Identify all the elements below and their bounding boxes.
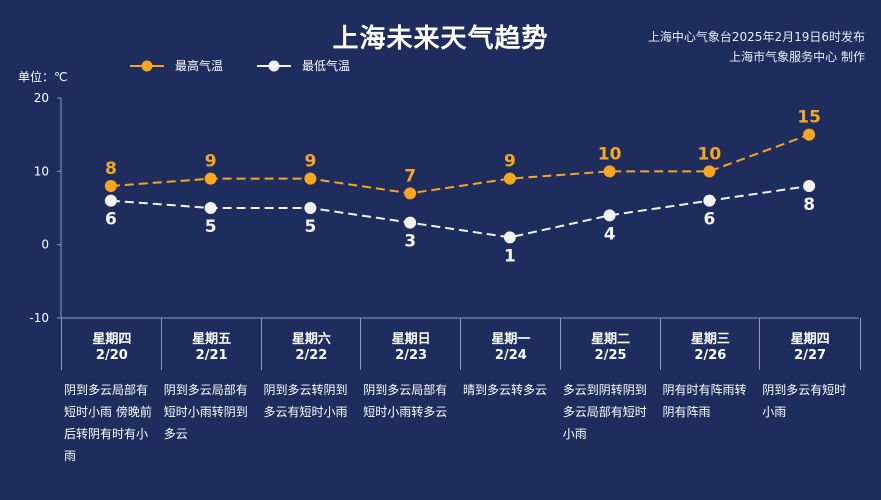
day-header-cell: 星期日 2/23	[360, 318, 461, 370]
weekday-label: 星期五	[192, 332, 232, 347]
weekday-label: 星期六	[291, 332, 331, 347]
data-label-1: 1	[504, 246, 516, 266]
data-point-0	[404, 187, 417, 200]
day-header-cell: 星期二 2/25	[559, 318, 661, 370]
data-label-0: 15	[797, 108, 821, 128]
y-tick-label: 20	[34, 91, 49, 105]
weekday-label: 星期二	[591, 332, 631, 347]
data-point-1	[803, 180, 816, 192]
data-point-1	[104, 194, 117, 207]
data-point-1	[204, 202, 217, 214]
legend-label-1: 最低气温	[302, 58, 350, 73]
weather-description: 阴到多云局部有短时小雨转多云	[363, 383, 448, 419]
date-label: 2/20	[95, 348, 128, 363]
weather-description: 晴到多云转多云	[463, 383, 548, 397]
weather-description: 阴到多云转阴到多云有短时小雨	[263, 383, 348, 419]
weather-description: 多云到阴转阴到多云局部有短时小雨	[562, 383, 647, 441]
data-point-0	[304, 172, 317, 185]
weekday-label: 星期一	[491, 332, 531, 347]
data-point-1	[304, 202, 317, 214]
weekday-label: 星期日	[391, 332, 431, 347]
date-label: 2/26	[694, 348, 727, 363]
day-header-cell: 星期四 2/27	[759, 318, 861, 370]
legend-label-0: 最高气温	[175, 58, 223, 73]
data-label-1: 6	[105, 210, 117, 230]
data-point-0	[204, 172, 217, 185]
data-label-1: 4	[604, 224, 616, 244]
data-point-0	[104, 180, 117, 192]
weekday-label: 星期四	[790, 332, 830, 347]
data-label-1: 8	[803, 195, 815, 215]
data-label-1: 5	[205, 217, 217, 237]
source-producer: 上海市气象服务中心 制作	[729, 50, 865, 64]
data-label-0: 9	[504, 152, 516, 172]
page-title: 上海未来天气趋势	[332, 24, 549, 54]
date-label: 2/25	[594, 348, 627, 363]
source-issuer: 上海中心气象台2025年2月19日6时发布	[647, 30, 865, 44]
data-label-0: 10	[698, 144, 722, 164]
data-label-0: 9	[304, 152, 316, 172]
legend-marker-0	[141, 60, 153, 72]
weather-description: 阴有时有阵雨转阴有阵雨	[662, 383, 747, 419]
y-tick-label: 10	[34, 164, 49, 178]
data-point-0	[703, 165, 716, 178]
unit-label: 单位：℃	[18, 70, 68, 84]
series-line-0	[110, 133, 810, 195]
weather-description: 阴到多云有短时小雨	[762, 383, 847, 419]
data-point-0	[503, 172, 516, 185]
data-label-0: 7	[404, 166, 416, 186]
y-tick-label: 0	[41, 238, 49, 252]
series-line-1	[110, 185, 810, 239]
day-header-cell: 星期一 2/24	[460, 318, 561, 370]
data-point-1	[404, 216, 417, 229]
weekday-label: 星期三	[690, 332, 730, 347]
weather-description: 阴到多云局部有短时小雨 傍晚前后转阴有时有小雨	[64, 383, 152, 463]
date-label: 2/23	[395, 348, 428, 363]
day-header-cell: 星期四 2/20	[61, 318, 162, 370]
data-point-1	[603, 209, 616, 222]
data-point-0	[603, 165, 616, 178]
day-header-cell: 星期五 2/21	[160, 318, 262, 370]
data-point-1	[503, 231, 516, 244]
data-point-0	[803, 128, 816, 141]
legend-marker-1	[268, 60, 280, 72]
date-label: 2/21	[195, 348, 228, 363]
data-label-1: 3	[404, 232, 416, 252]
data-point-1	[703, 194, 716, 207]
date-label: 2/22	[295, 348, 328, 363]
date-label: 2/27	[794, 348, 827, 363]
weather-description: 阴到多云局部有短时小雨转阴到多云	[163, 383, 248, 441]
data-label-1: 5	[304, 217, 316, 237]
data-label-0: 10	[598, 144, 622, 164]
day-header-cell: 星期六 2/22	[260, 318, 362, 370]
data-label-0: 8	[105, 159, 117, 179]
weekday-label: 星期四	[92, 332, 132, 347]
day-header-cell: 星期三 2/26	[659, 318, 761, 370]
data-label-1: 6	[703, 210, 715, 230]
date-label: 2/24	[494, 348, 527, 363]
y-tick-label: -10	[29, 311, 49, 325]
data-label-0: 9	[205, 152, 217, 172]
